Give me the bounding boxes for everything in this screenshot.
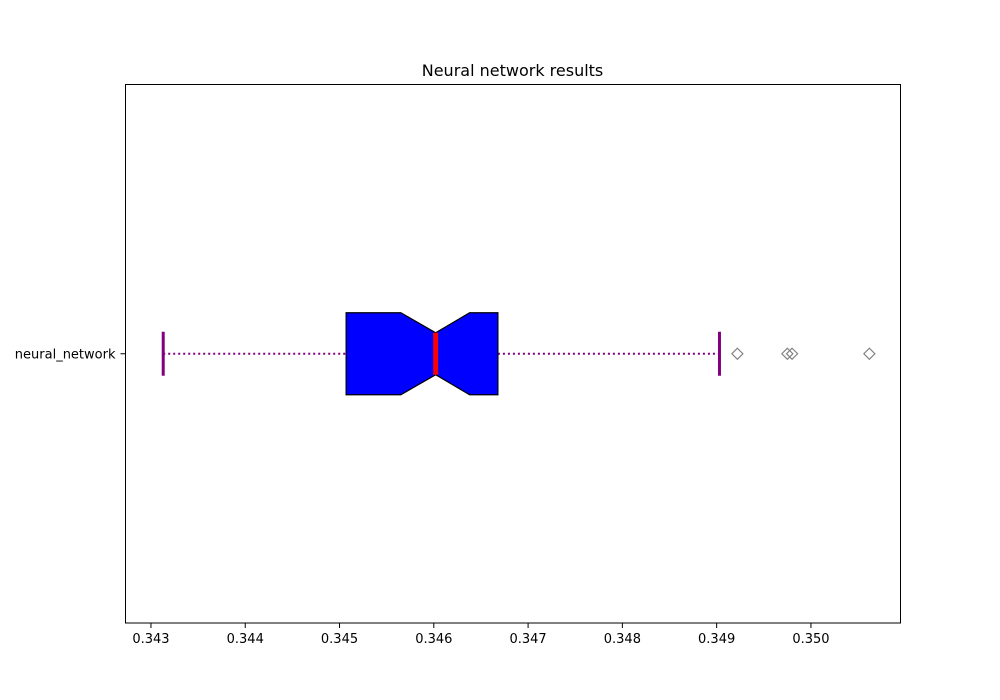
x-tick-label: 0.343 bbox=[132, 632, 169, 647]
x-tick-label: 0.346 bbox=[415, 632, 452, 647]
outlier-point bbox=[731, 347, 744, 361]
x-tick-label: 0.345 bbox=[321, 632, 358, 647]
outlier-point bbox=[863, 347, 876, 361]
chart-title: Neural network results bbox=[422, 61, 604, 80]
x-tick-label: 0.350 bbox=[792, 632, 829, 647]
x-tick-label: 0.344 bbox=[227, 632, 264, 647]
x-tick-label: 0.348 bbox=[604, 632, 641, 647]
outlier-point bbox=[781, 347, 794, 361]
x-tick-label: 0.347 bbox=[509, 632, 546, 647]
notched-box bbox=[345, 312, 499, 396]
y-category-label: neural_network bbox=[15, 347, 116, 362]
x-tick-label: 0.349 bbox=[698, 632, 735, 647]
outlier-point bbox=[785, 347, 799, 361]
